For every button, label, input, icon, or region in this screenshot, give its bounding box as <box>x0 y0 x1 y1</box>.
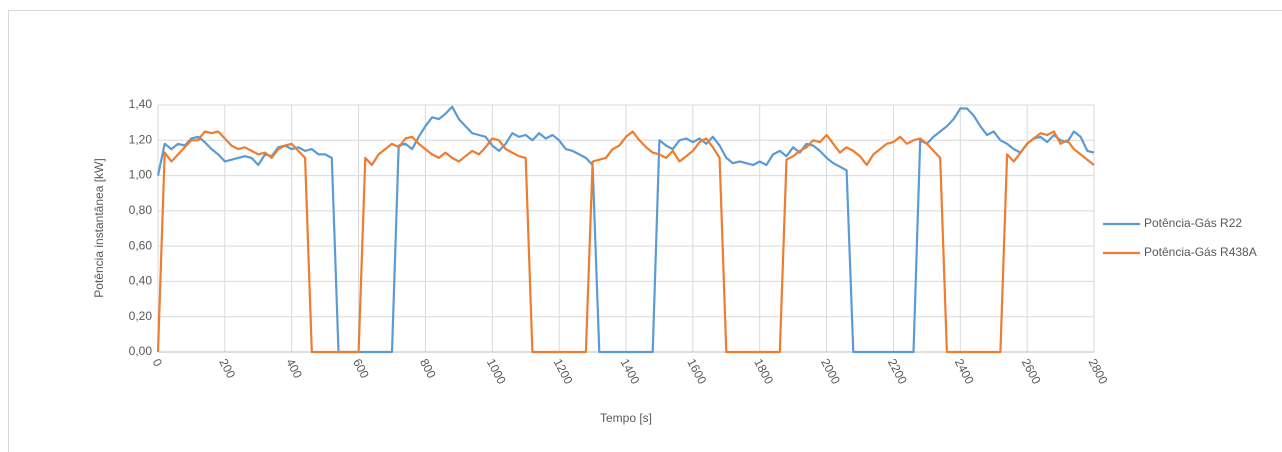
y-tick-label: 0,80 <box>129 203 153 217</box>
y-tick-label: 1,00 <box>129 168 153 182</box>
y-tick-label: 0,00 <box>129 344 153 358</box>
series-line <box>156 130 1095 354</box>
y-tick-label: 0,20 <box>129 309 153 323</box>
y-tick-label: 0,40 <box>129 274 153 288</box>
chart-frame <box>8 10 1282 452</box>
x-axis-title: Tempo [s] <box>600 411 652 425</box>
series-line <box>156 105 1095 354</box>
y-tick-label: 0,60 <box>129 238 153 252</box>
y-tick-label: 1,40 <box>129 97 153 111</box>
legend-label: Potência-Gás R438A <box>1144 245 1257 259</box>
legend-label: Potência-Gás R22 <box>1144 216 1242 230</box>
y-axis-title: Potência instantânea [kW] <box>92 158 106 297</box>
y-tick-label: 1,20 <box>129 132 153 146</box>
